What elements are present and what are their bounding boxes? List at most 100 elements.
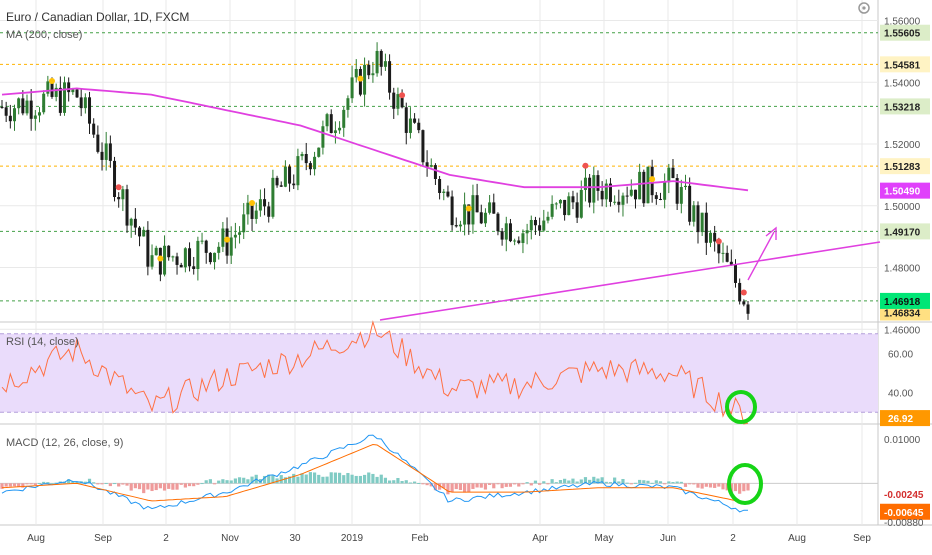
horizontal-levels	[0, 32, 878, 302]
candle-body	[350, 77, 354, 99]
macd-histogram-bar	[667, 481, 671, 484]
macd-histogram-bar	[567, 480, 571, 484]
candle-body	[583, 177, 587, 190]
candle-body	[696, 205, 700, 233]
candle-body	[150, 255, 154, 267]
rsi-axis-label: 60.00	[888, 349, 913, 360]
candle-body	[479, 212, 483, 224]
macd-histogram-bar	[346, 472, 350, 484]
macd-histogram-bar	[558, 480, 563, 484]
macd-histogram-bar	[333, 472, 338, 484]
macd-histogram-bar	[104, 482, 108, 484]
candle-body	[121, 189, 125, 200]
macd-histogram-bar	[183, 483, 187, 488]
macd-histogram-bar	[29, 483, 33, 485]
macd-histogram-bar	[37, 483, 42, 485]
macd-histogram-bar	[546, 483, 550, 485]
macd-value-badge-label: -0.00645	[884, 508, 924, 519]
candle-body	[454, 225, 458, 227]
macd-histogram-bar	[187, 483, 192, 487]
ma-price-badge-label: 1.50490	[884, 187, 921, 198]
macd-histogram-bar	[133, 483, 137, 489]
candle-body	[375, 50, 379, 74]
macd-histogram-bar	[629, 483, 633, 485]
red-signal-dot	[715, 238, 722, 245]
macd-histogram-bar	[342, 475, 346, 484]
candle-body	[575, 202, 579, 218]
candle-body	[450, 196, 454, 226]
candle-body	[467, 204, 471, 225]
candle-body	[525, 230, 529, 234]
candle-body	[638, 171, 642, 200]
candle-body	[633, 189, 637, 200]
candle-body	[542, 220, 546, 231]
macd-histogram-bar	[171, 483, 175, 490]
candle-body	[179, 264, 183, 268]
candle-body	[588, 177, 592, 203]
candle-body	[200, 240, 204, 242]
candle-body	[292, 183, 296, 186]
current-level-badge-label: 1.46918	[884, 297, 921, 308]
macd-histogram-bar	[367, 472, 371, 484]
candle-body	[446, 191, 450, 197]
candle-body	[304, 154, 308, 164]
candle-body	[175, 256, 179, 265]
macd-histogram-bar	[125, 483, 129, 486]
macd-highlight-circle	[727, 463, 763, 505]
macd-histogram-bar	[275, 478, 279, 484]
gear-icon[interactable]	[858, 2, 870, 14]
macd-histogram-bar	[46, 482, 50, 484]
macd-histogram-bar	[571, 478, 575, 484]
candle-body	[725, 252, 729, 262]
candle-body	[733, 264, 737, 283]
macd-histogram-bar	[167, 483, 171, 489]
macd-histogram-bar	[592, 476, 596, 484]
price-axis-label: 1.54000	[884, 78, 921, 89]
yellow-signal-dot	[49, 77, 56, 84]
candle-body	[288, 166, 292, 184]
ma-200-line	[1, 87, 749, 192]
candle-body	[42, 93, 46, 113]
macd-histogram-bar	[421, 483, 425, 485]
macd-histogram-bar	[221, 479, 225, 484]
candle-body	[213, 252, 217, 263]
candle-body	[613, 201, 617, 203]
macd-histogram-bar	[608, 482, 613, 484]
candle-body	[413, 118, 417, 123]
candle-body	[329, 114, 333, 134]
candle-body	[600, 190, 604, 200]
macd-histogram-bar	[408, 482, 413, 484]
candle-body	[463, 204, 467, 225]
candle-body	[708, 232, 712, 243]
candle-body	[271, 177, 275, 217]
macd-histogram-bar	[87, 478, 92, 484]
candle-body	[383, 61, 387, 67]
macd-histogram-bar	[454, 483, 458, 490]
candle-body	[554, 203, 558, 205]
macd-pane: 0.01000 -0.00245 -0.00645-0.00880	[0, 434, 930, 529]
macd-histogram-bar	[596, 478, 600, 484]
candle-body	[313, 156, 317, 170]
macd-histogram-bar	[433, 483, 438, 491]
candle-body	[296, 156, 300, 186]
trendline	[379, 241, 881, 321]
macd-histogram-bar	[329, 472, 333, 484]
macd-histogram-bar	[25, 483, 29, 485]
candle-body	[13, 108, 17, 122]
macd-histogram-bar	[600, 477, 604, 484]
candle-body	[29, 100, 33, 119]
macd-histogram-bar	[450, 483, 454, 493]
candle-body	[629, 189, 633, 196]
macd-histogram-bar	[71, 481, 75, 484]
chart-title: Euro / Canadian Dollar, 1D, FXCM	[6, 10, 189, 24]
candle-body	[33, 115, 37, 119]
candle-body	[325, 114, 329, 127]
candle-body	[71, 89, 75, 93]
candle-body	[563, 199, 567, 216]
candle-body	[496, 213, 500, 232]
macd-histogram-bar	[54, 482, 58, 484]
macd-histogram-bar	[242, 477, 246, 484]
rsi-pane: 60.00 40.00 26.92	[0, 320, 930, 427]
macd-value-badge-label: -0.00245	[884, 490, 924, 501]
candle-body	[25, 100, 29, 114]
